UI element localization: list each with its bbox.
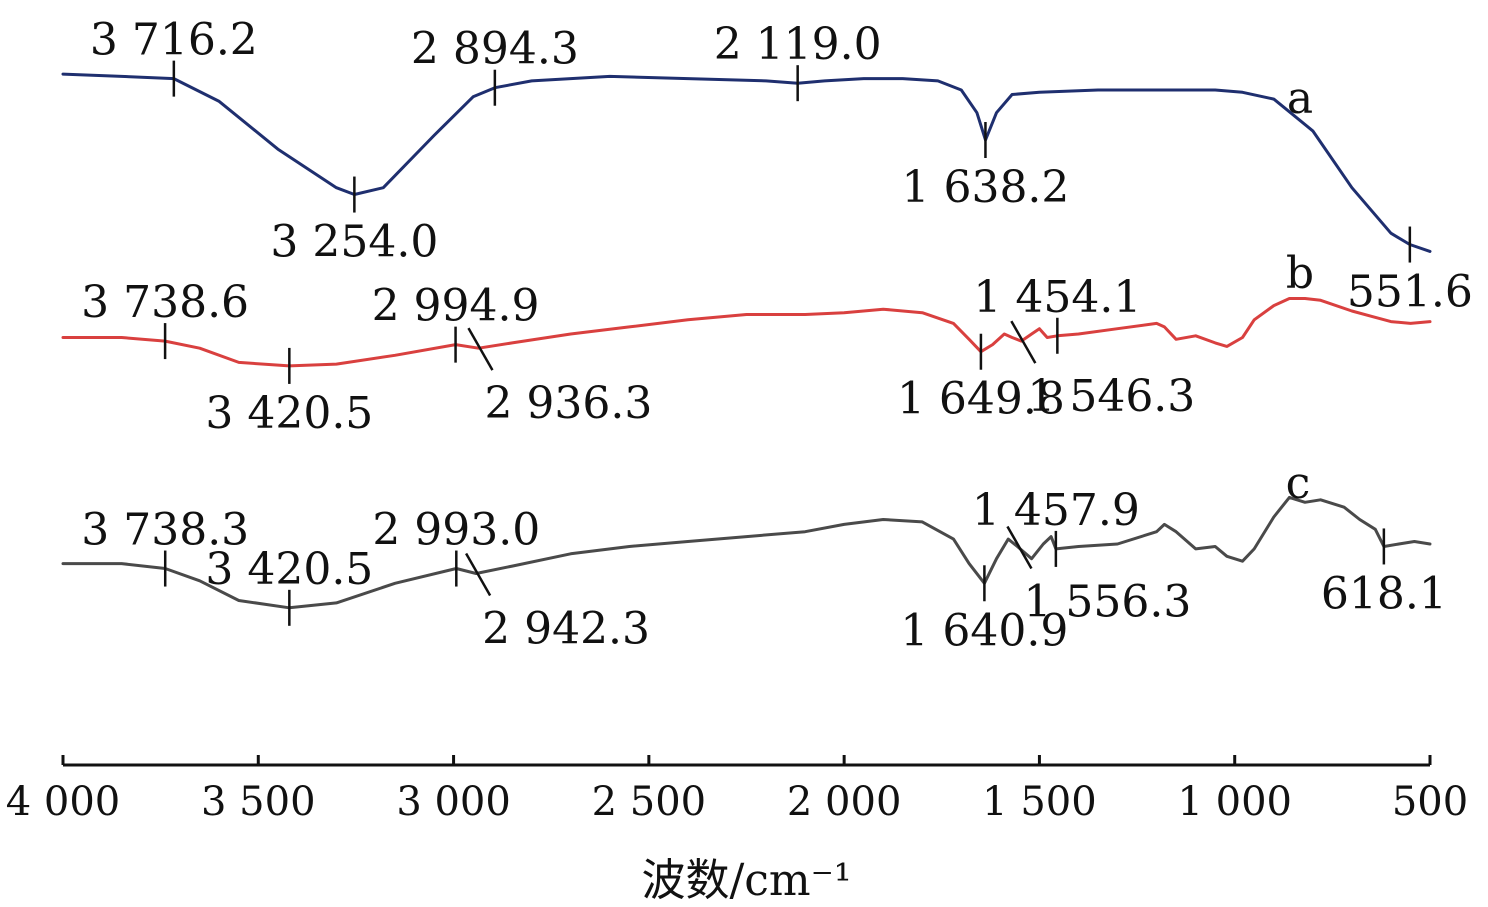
peak-label: 2 993.0 [372, 505, 540, 556]
peak-label: 2 942.3 [482, 603, 650, 654]
peak-annotation: 1 638.2 [901, 122, 1069, 213]
peak-annotation: 2 993.0 [372, 505, 540, 587]
peak-label: 3 738.6 [81, 277, 249, 328]
peak-label: 3 738.3 [81, 505, 249, 556]
peak-annotation: 2 994.9 [372, 281, 540, 363]
x-tick-label: 1 000 [1177, 779, 1292, 825]
peak-marker [467, 327, 494, 371]
peak-annotation: 3 254.0 [270, 176, 438, 268]
peak-label: 1 638.2 [901, 162, 1069, 213]
peak-annotation: 3 738.6 [81, 277, 249, 360]
peak-label: 2 994.9 [372, 281, 540, 332]
peak-annotation: 1 640.9 [900, 565, 1068, 656]
peak-label: 1 457.9 [972, 485, 1140, 536]
peak-label: 1 556.3 [1023, 576, 1191, 627]
x-axis-title: 波数/cm⁻¹ [641, 855, 851, 906]
peak-annotation: 3 420.5 [205, 347, 373, 439]
peak-label: 618.1 [1321, 568, 1447, 619]
series-label-b: b [1286, 248, 1314, 299]
x-tick-label: 4 000 [6, 779, 121, 825]
peak-label: 3 420.5 [205, 544, 373, 595]
peak-annotation: 551.6 [1347, 226, 1473, 318]
peak-marker [1010, 320, 1037, 364]
x-tick-label: 500 [1392, 779, 1468, 825]
peak-label: 2 119.0 [714, 19, 882, 70]
peak-annotation: 2 119.0 [714, 19, 882, 102]
peak-label: 551.6 [1347, 267, 1473, 318]
peak-annotation: 1 457.9 [972, 485, 1140, 567]
x-axis: 4 000 3 500 3 000 2 500 2 000 1 500 1 000 500 [6, 755, 1468, 825]
peak-annotation: 2 936.3 [467, 327, 652, 429]
peak-annotation: 1 649.8 [897, 333, 1065, 425]
peak-annotation: 2 942.3 [465, 552, 650, 654]
peak-label: 1 640.9 [900, 605, 1068, 656]
series-label-c: c [1286, 458, 1311, 509]
x-tick-label: 1 500 [982, 779, 1097, 825]
peak-annotation: 1 454.1 [973, 272, 1141, 354]
series-line-c [61, 495, 1432, 610]
peak-annotation: 3 716.2 [90, 15, 258, 97]
x-tick-label: 2 000 [787, 779, 902, 825]
peak-label: 2 894.3 [411, 24, 579, 75]
peak-annotation: 1 556.3 [1006, 525, 1191, 627]
x-tick-label: 3 000 [396, 779, 511, 825]
peak-marker [465, 552, 492, 597]
peak-annotation: 3 738.3 [81, 505, 249, 587]
peak-marker [1006, 525, 1033, 570]
peak-annotation: 2 894.3 [411, 24, 579, 106]
peak-annotation: 618.1 [1321, 528, 1447, 619]
series-label-a: a [1287, 73, 1313, 124]
series-layer: a b c [61, 72, 1432, 610]
annotation-layer: 3 716.2 3 254.0 2 894.3 2 119.0 1 638.2 551.6… [81, 15, 1473, 657]
x-tick-label: 3 500 [201, 779, 316, 825]
peak-label: 3 254.0 [270, 217, 438, 268]
series-line-a [61, 72, 1432, 253]
peak-label: 3 420.5 [205, 388, 373, 439]
peak-label: 3 716.2 [90, 15, 258, 66]
peak-label: 2 936.3 [484, 378, 652, 429]
series-line-b [61, 297, 1432, 368]
peak-label: 1 649.8 [897, 374, 1065, 425]
x-tick-label: 2 500 [592, 779, 707, 825]
peak-label: 1 454.1 [973, 272, 1141, 323]
peak-label: 1 546.3 [1027, 371, 1195, 422]
peak-annotation: 1 546.3 [1010, 320, 1195, 422]
peak-annotation: 3 420.5 [205, 544, 373, 626]
